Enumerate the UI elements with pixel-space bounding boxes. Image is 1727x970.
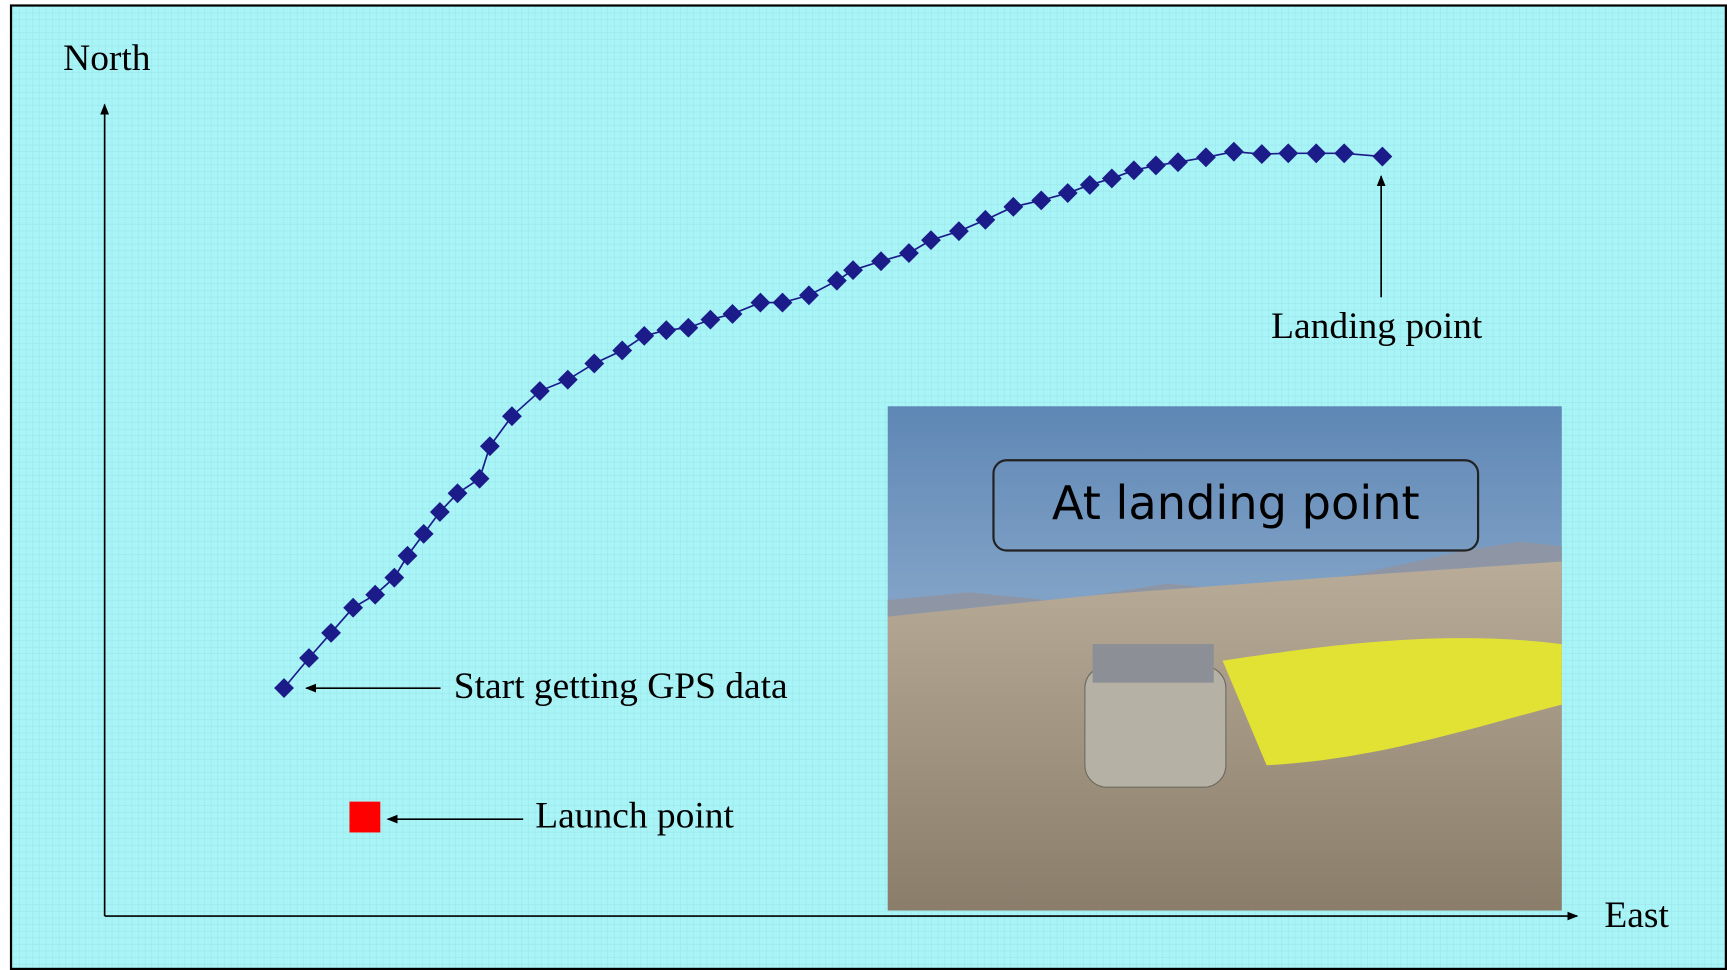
photo: At landing point xyxy=(888,406,1562,910)
photo-caption: At landing point xyxy=(1052,476,1420,530)
y-axis-label: North xyxy=(63,38,151,79)
photo-payload xyxy=(1085,666,1226,787)
annotation: Landing point xyxy=(1271,306,1483,347)
annotation: Launch point xyxy=(535,796,734,837)
annotation: Start getting GPS data xyxy=(454,666,788,707)
data-point xyxy=(349,802,380,833)
photo-payload-top xyxy=(1093,644,1214,683)
x-axis-label: East xyxy=(1604,895,1669,936)
slide: At landing point North East Start gettin… xyxy=(0,0,1727,970)
